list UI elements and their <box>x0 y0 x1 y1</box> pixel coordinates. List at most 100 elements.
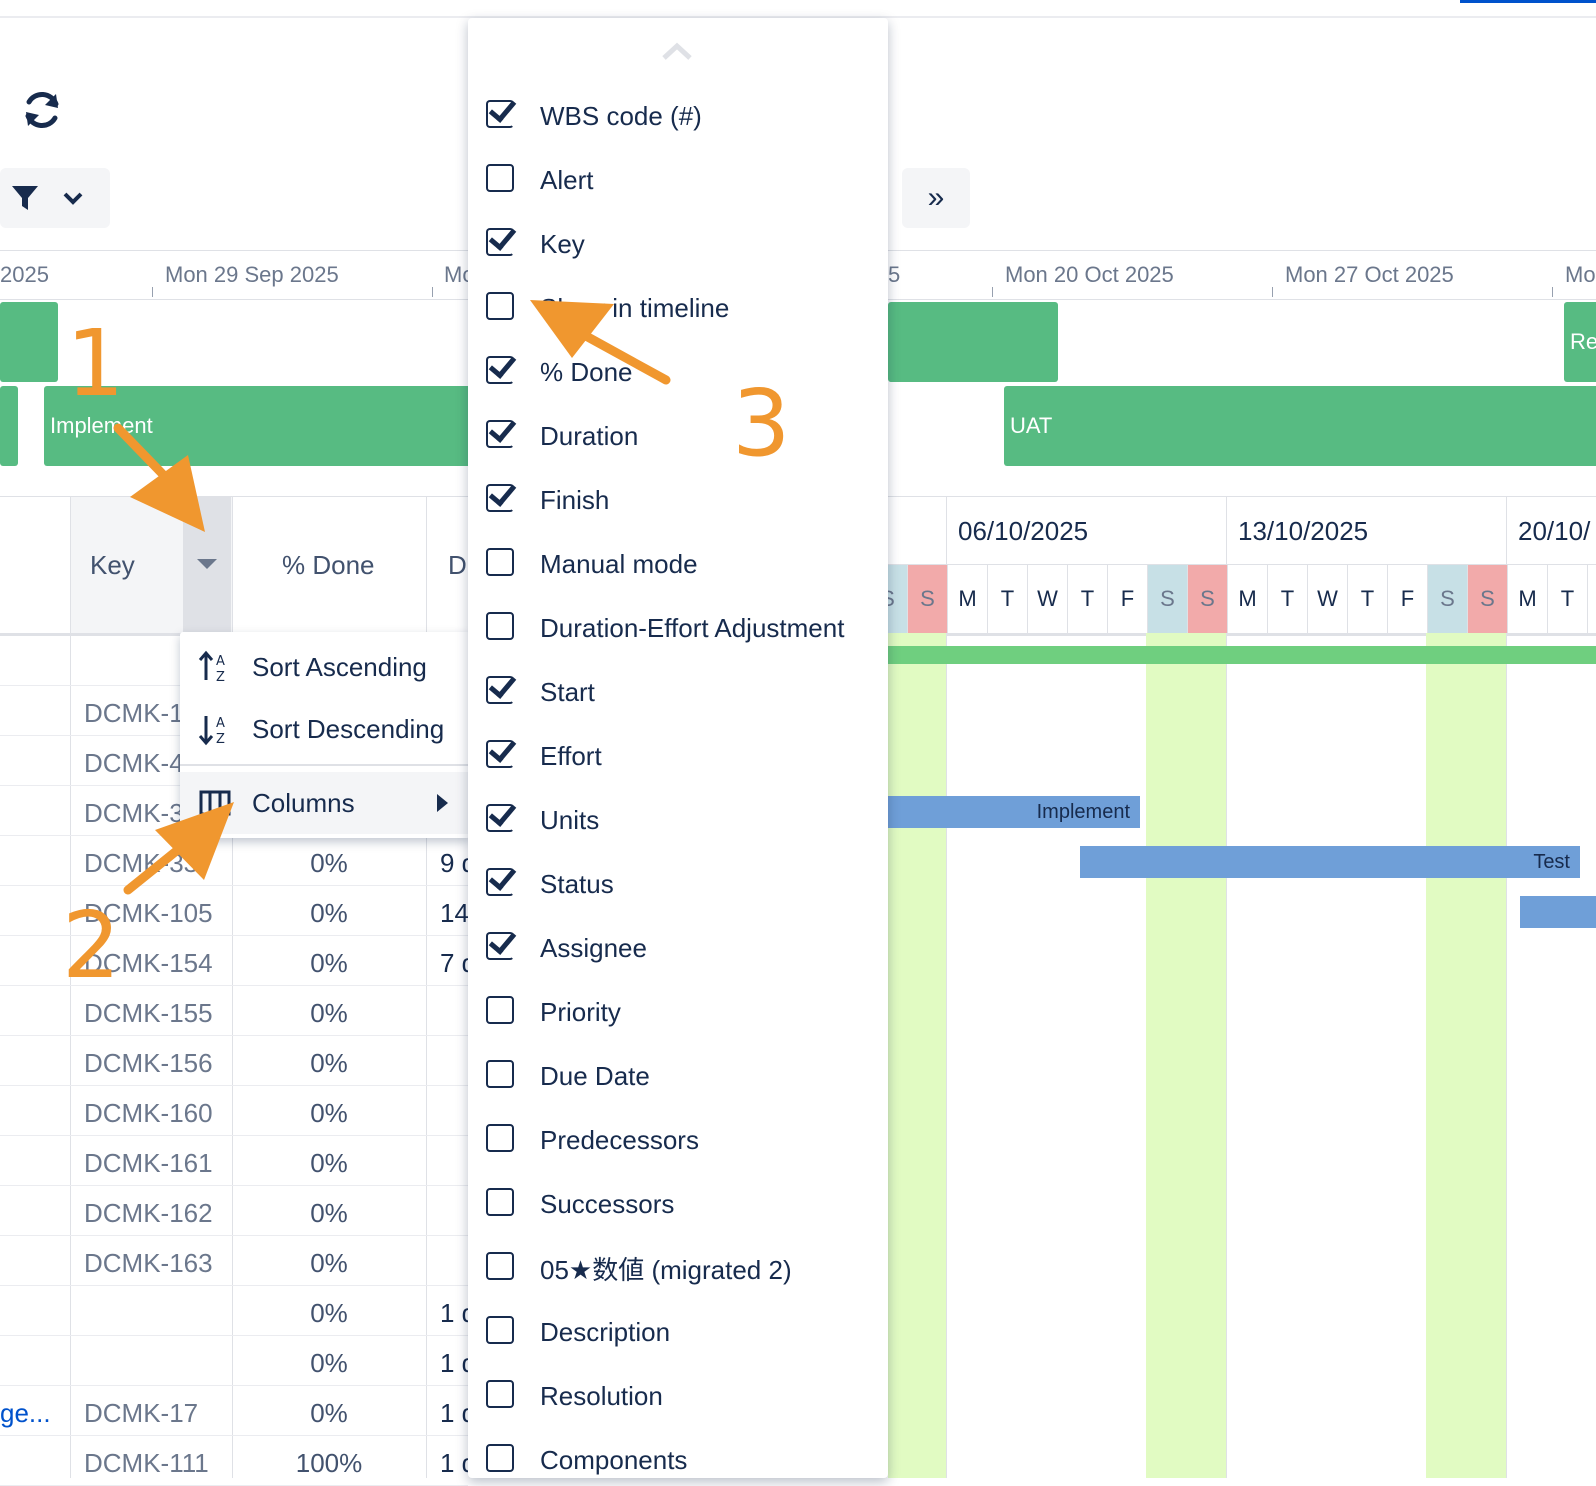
gantt-bar[interactable] <box>1520 896 1596 928</box>
column-option[interactable]: Components <box>468 1428 888 1478</box>
checkbox-unchecked-icon[interactable] <box>486 1124 514 1152</box>
checkbox-checked-icon[interactable] <box>486 676 514 704</box>
timeline-date: 5 <box>888 262 901 287</box>
checkbox-checked-icon[interactable] <box>486 740 514 768</box>
column-option-label: Components <box>540 1444 688 1475</box>
checkbox-checked-icon[interactable] <box>486 228 514 256</box>
checkbox-unchecked-icon[interactable] <box>486 1252 514 1280</box>
gantt-week-divider <box>946 497 947 1478</box>
column-header-done[interactable]: % Done <box>282 550 375 580</box>
gantt-day-label: F <box>1108 565 1148 633</box>
checkbox-unchecked-icon[interactable] <box>486 1188 514 1216</box>
sort-descending-icon: A Z <box>198 716 225 746</box>
column-option[interactable]: Assignee <box>468 916 888 980</box>
menu-item-label: Columns <box>252 787 355 818</box>
gantt-day-label: S <box>1188 565 1228 633</box>
grid-row-divider <box>0 1235 468 1236</box>
timeline-bar-uat[interactable]: UAT <box>1004 386 1596 466</box>
timeline-bar[interactable] <box>0 386 18 466</box>
percent-done: 0% <box>310 1148 348 1178</box>
column-option-label: Status <box>540 868 614 899</box>
column-header-duration[interactable]: D <box>448 550 467 580</box>
menu-item-sort-descending[interactable]: A Z Sort Descending <box>180 698 470 760</box>
refresh-icon[interactable] <box>20 88 64 132</box>
column-option[interactable]: Units <box>468 788 888 852</box>
column-option[interactable]: Successors <box>468 1172 888 1236</box>
checkbox-unchecked-icon[interactable] <box>486 548 514 576</box>
column-option[interactable]: Description <box>468 1300 888 1364</box>
column-option[interactable]: WBS code (#) <box>468 84 888 148</box>
timeline-bar[interactable] <box>0 302 58 382</box>
checkbox-checked-icon[interactable] <box>486 356 514 384</box>
checkbox-unchecked-icon[interactable] <box>486 996 514 1024</box>
percent-done: 0% <box>310 898 348 928</box>
gantt-day-label: S <box>1428 565 1468 633</box>
timeline-date: 2025 <box>0 262 49 287</box>
checkbox-checked-icon[interactable] <box>486 484 514 512</box>
checkbox-checked-icon[interactable] <box>486 932 514 960</box>
column-option[interactable]: Manual mode <box>468 532 888 596</box>
annotation-step-2: 2 <box>62 892 121 999</box>
checkbox-unchecked-icon[interactable] <box>486 1316 514 1344</box>
column-option[interactable]: Due Date <box>468 1044 888 1108</box>
column-option[interactable]: Priority <box>468 980 888 1044</box>
checkbox-checked-icon[interactable] <box>486 420 514 448</box>
timeline-bar[interactable] <box>888 302 1058 382</box>
issue-key: DCMK-1 <box>84 698 184 728</box>
column-option[interactable]: Status <box>468 852 888 916</box>
column-option[interactable]: Resolution <box>468 1364 888 1428</box>
column-header-key-label: Key <box>90 550 135 580</box>
checkbox-unchecked-icon[interactable] <box>486 612 514 640</box>
checkbox-checked-icon[interactable] <box>486 804 514 832</box>
checkbox-unchecked-icon[interactable] <box>486 1380 514 1408</box>
timeline-bar[interactable]: Re <box>1564 302 1596 382</box>
percent-done: 0% <box>310 848 348 878</box>
timeline-date: Mon 29 Sep 2025 <box>165 262 339 287</box>
column-option[interactable]: Effort <box>468 724 888 788</box>
chevron-up-icon[interactable] <box>660 34 694 68</box>
checkbox-unchecked-icon[interactable] <box>486 1060 514 1088</box>
grid-col-divider <box>70 497 71 1478</box>
column-option[interactable]: Predecessors <box>468 1108 888 1172</box>
column-option[interactable]: Show in timeline <box>468 276 888 340</box>
column-menu-dropdown[interactable] <box>183 497 231 633</box>
column-option[interactable]: Finish <box>468 468 888 532</box>
column-option[interactable]: 05★数値 (migrated 2) <box>468 1236 888 1300</box>
column-option[interactable]: % Done <box>468 340 888 404</box>
checkbox-unchecked-icon[interactable] <box>486 292 514 320</box>
gantt-bar-test[interactable]: Test <box>1080 846 1580 878</box>
column-option[interactable]: Alert <box>468 148 888 212</box>
grid-col-divider <box>426 497 427 1478</box>
column-option-label: Priority <box>540 996 621 1027</box>
column-option[interactable]: Key <box>468 212 888 276</box>
checkbox-unchecked-icon[interactable] <box>486 164 514 192</box>
column-option-label: Assignee <box>540 932 647 963</box>
column-option[interactable]: Start <box>468 660 888 724</box>
sort-ascending-icon: A Z <box>198 650 225 684</box>
gantt-summary-bar[interactable] <box>888 646 1596 664</box>
svg-text:Z: Z <box>216 732 225 746</box>
grid-row-divider <box>0 985 468 986</box>
header-divider <box>0 16 1596 18</box>
duration-value: 14 <box>440 898 469 928</box>
filter-button[interactable] <box>0 168 110 228</box>
column-option[interactable]: Duration <box>468 404 888 468</box>
issue-key: DCMK-155 <box>84 998 213 1028</box>
column-option-label: Resolution <box>540 1380 663 1411</box>
column-option[interactable]: Duration-Effort Adjustment <box>468 596 888 660</box>
column-chooser-panel: WBS code (#) Alert Key Show in timeline % Do… <box>468 18 888 1478</box>
checkbox-checked-icon[interactable] <box>486 100 514 128</box>
timeline-tick <box>152 287 153 297</box>
gantt-day-label: T <box>1348 565 1388 633</box>
grid-row-divider <box>0 935 468 936</box>
gantt-week-divider <box>1226 497 1227 1478</box>
task-name-link[interactable]: ge... <box>0 1398 51 1428</box>
menu-item-columns[interactable]: Columns <box>180 772 470 834</box>
menu-item-sort-ascending[interactable]: A Z Sort Ascending <box>180 636 470 698</box>
gantt-weekend-column <box>1426 633 1506 1478</box>
gantt-header-divider <box>888 564 1596 565</box>
checkbox-checked-icon[interactable] <box>486 868 514 896</box>
expand-button[interactable]: » <box>902 168 970 228</box>
checkbox-unchecked-icon[interactable] <box>486 1444 514 1472</box>
gantt-bar-implement[interactable]: Implement <box>888 796 1140 828</box>
